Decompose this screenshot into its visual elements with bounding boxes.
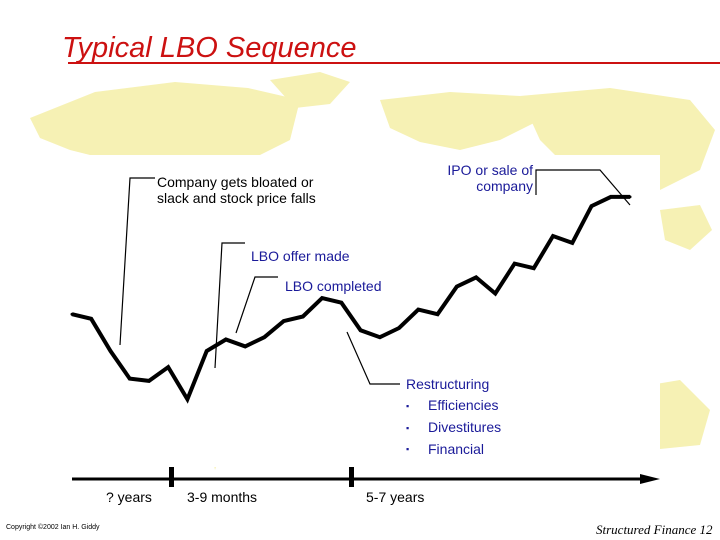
price-point	[628, 195, 632, 199]
price-point	[185, 397, 189, 401]
price-point	[70, 312, 74, 316]
restructuring-item: ▪ Divestitures	[406, 417, 501, 439]
timeline-tick-2	[349, 467, 354, 487]
price-point	[147, 379, 151, 383]
price-point	[282, 319, 286, 323]
copyright-text: Copyright ©2002 Ian H. Giddy	[6, 524, 100, 531]
price-point	[262, 335, 266, 339]
price-point	[128, 377, 132, 381]
price-point	[493, 292, 497, 295]
restructuring-item: ▪ Efficiencies	[406, 395, 501, 417]
callout-line-bloated	[119, 177, 155, 346]
restructuring-list: Restructuring ▪ Efficiencies ▪ Divestiture…	[406, 374, 501, 460]
callout-line-restructuring	[346, 331, 400, 385]
timeline-label-months: 3-9 months	[187, 489, 258, 505]
chart-panel	[72, 155, 660, 467]
bullet-icon: ▪	[406, 444, 410, 455]
annotation-lbo-completed: LBO completed	[285, 278, 382, 294]
price-point	[590, 204, 593, 208]
slide-title: Typical LBO Sequence	[62, 32, 357, 64]
price-point	[378, 335, 382, 339]
timeline-axis	[72, 467, 660, 487]
callout-line-ipo	[535, 169, 631, 206]
price-point	[301, 315, 305, 318]
bullet-icon: ▪	[406, 422, 410, 433]
price-point	[89, 317, 93, 321]
map-islands	[660, 205, 712, 250]
map-europe	[380, 92, 540, 150]
price-point	[166, 365, 170, 369]
price-point	[513, 262, 517, 266]
slide-reference: Structured Finance 12	[596, 522, 713, 537]
price-point	[339, 301, 343, 305]
annotation-lbo-offer: LBO offer made	[251, 248, 350, 264]
price-point	[243, 344, 247, 348]
price-point	[109, 349, 112, 353]
price-point	[436, 312, 440, 316]
price-point	[474, 275, 478, 279]
map-greenland	[270, 72, 350, 108]
price-point	[570, 241, 574, 245]
price-point	[224, 338, 228, 341]
price-point	[320, 296, 324, 300]
price-point	[455, 285, 459, 289]
map-north-america	[30, 82, 300, 215]
price-point	[416, 308, 420, 312]
callout-line-offer	[214, 242, 245, 369]
timeline-label-5-7-years: 5-7 years	[366, 489, 425, 505]
restructuring-item: ▪ Financial	[406, 439, 501, 461]
callout-line-completed	[235, 276, 278, 334]
price-line	[71, 194, 630, 404]
timeline-label-years: ? years	[106, 489, 152, 505]
price-point	[609, 195, 613, 199]
price-point	[359, 328, 363, 332]
bullet-icon: ▪	[406, 400, 410, 411]
timeline-arrowhead	[640, 474, 660, 484]
price-point	[551, 234, 555, 238]
restructuring-heading: Restructuring	[406, 376, 490, 392]
price-point	[532, 266, 536, 270]
price-point	[397, 326, 401, 330]
annotation-bloated: Company gets bloated or slack and stock …	[157, 174, 316, 206]
title-underline	[68, 62, 720, 64]
price-point	[205, 349, 209, 353]
annotation-ipo: IPO or sale of company	[447, 162, 533, 194]
timeline-tick-1	[169, 467, 174, 487]
